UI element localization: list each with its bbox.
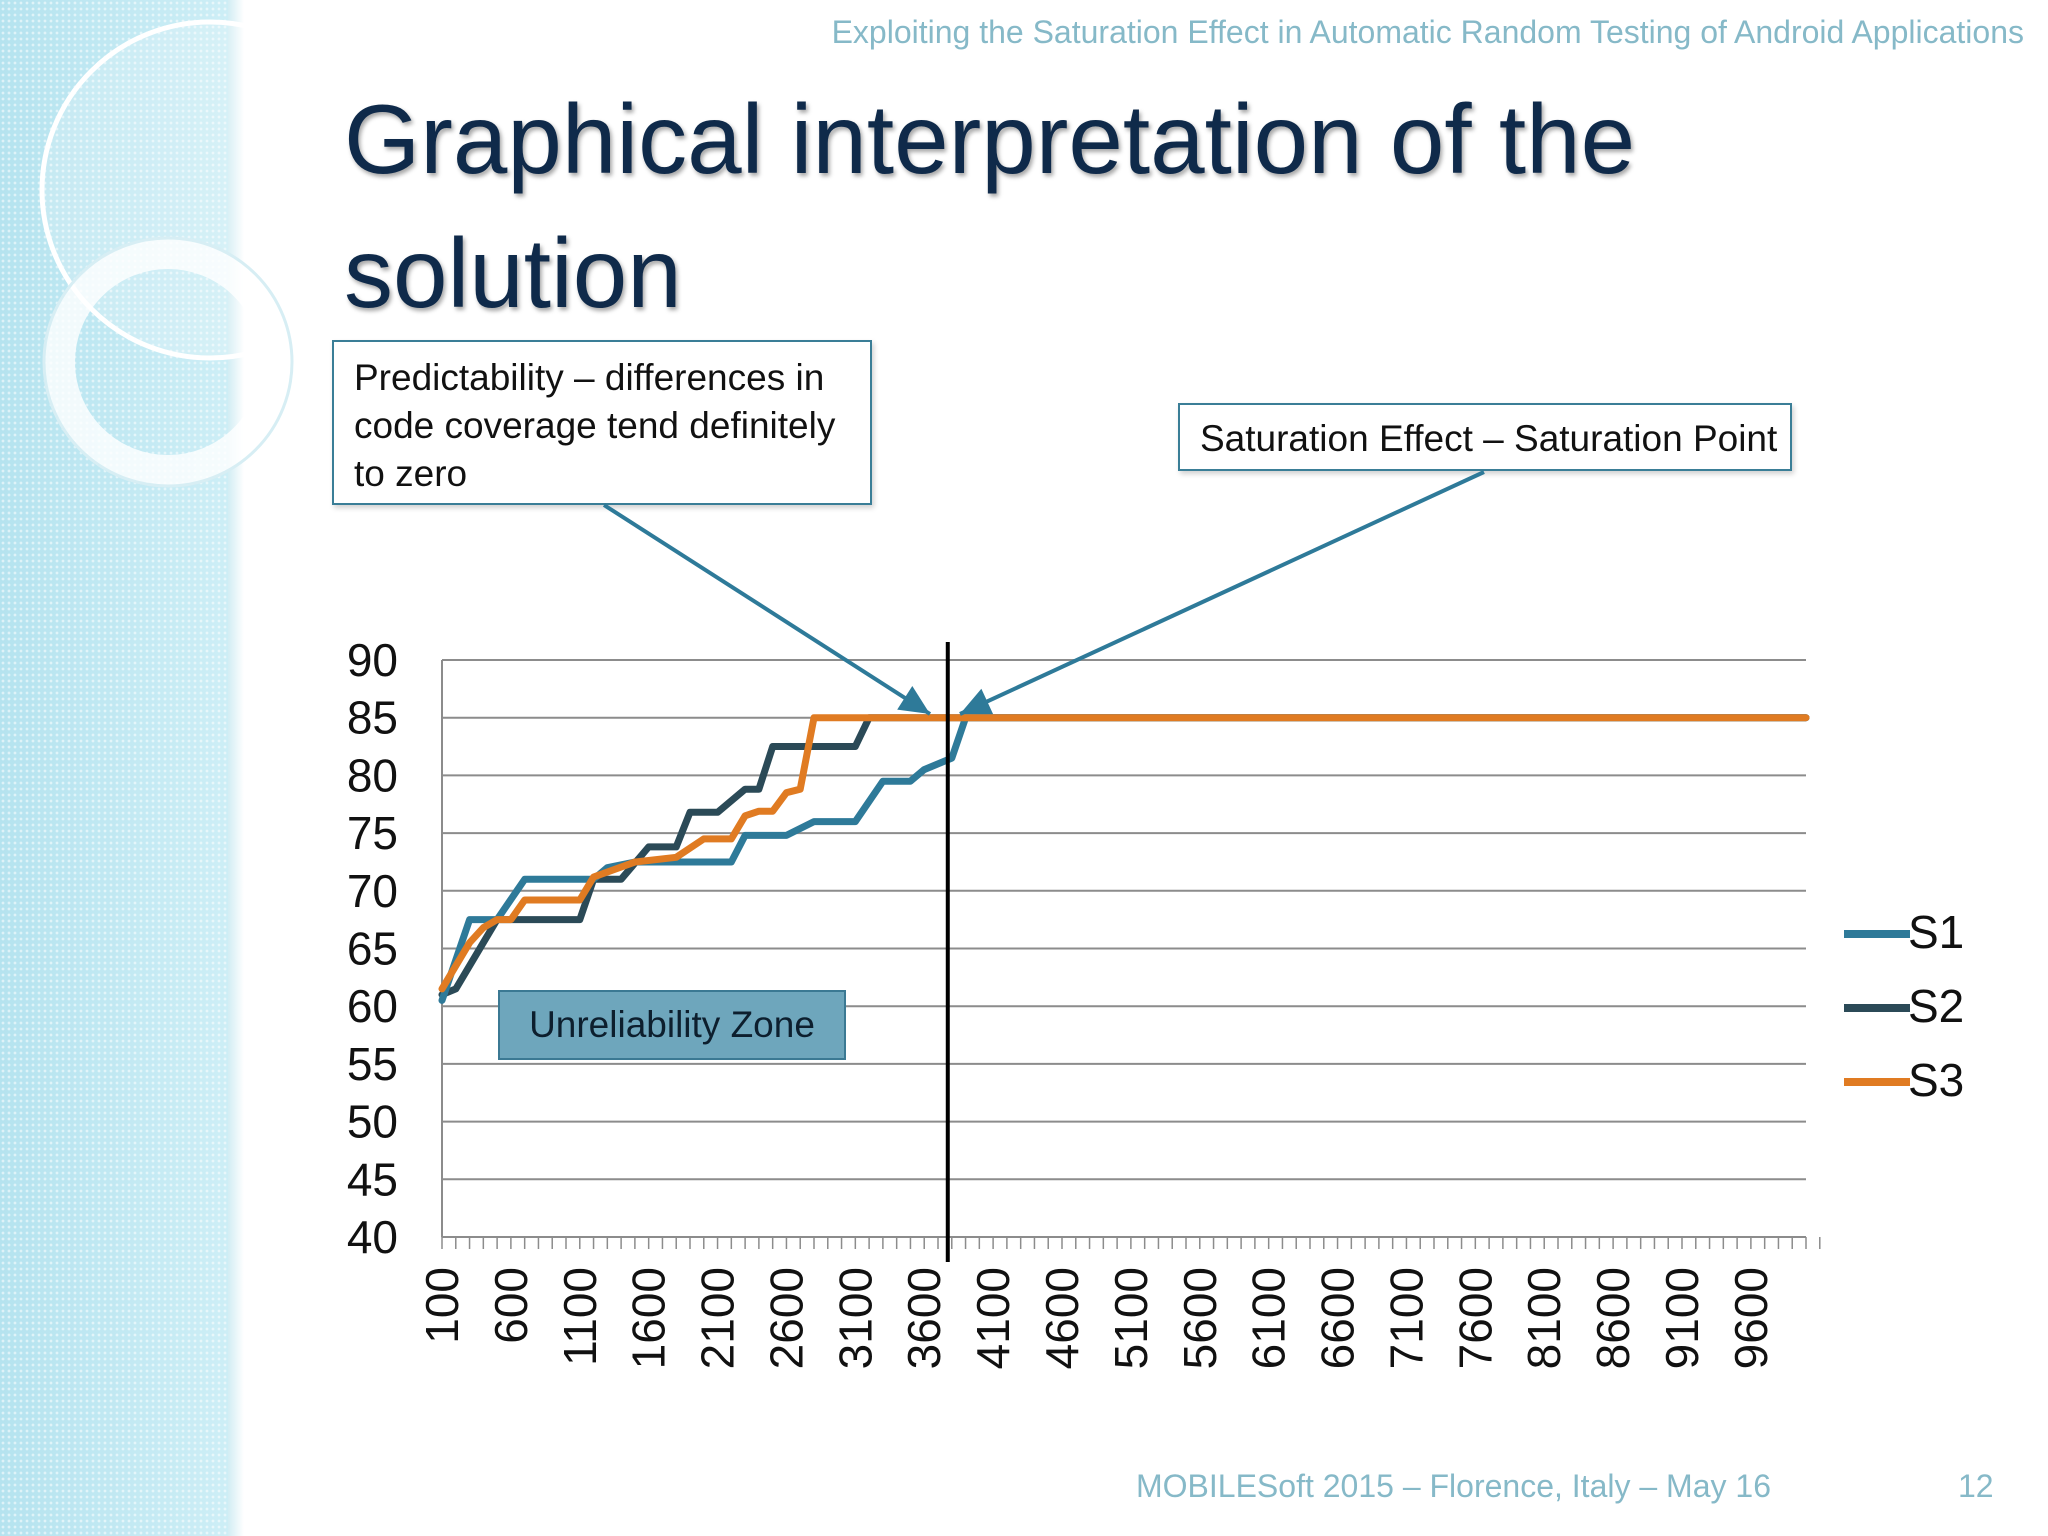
predictability-arrow-head bbox=[897, 686, 930, 714]
predictability-arrow bbox=[602, 503, 932, 716]
legend-swatch-s3 bbox=[1844, 1078, 1910, 1086]
page-number: 12 bbox=[1958, 1468, 1994, 1504]
x-tick-label: 4600 bbox=[1036, 1267, 1088, 1369]
y-tick-label: 40 bbox=[347, 1211, 398, 1263]
x-tick-label: 5100 bbox=[1105, 1267, 1157, 1369]
x-tick-label: 9600 bbox=[1725, 1267, 1777, 1369]
x-tick-label: 3100 bbox=[829, 1267, 881, 1369]
y-tick-label: 75 bbox=[347, 807, 398, 859]
legend-label-s2: S2 bbox=[1908, 980, 1965, 1032]
y-tick-label: 55 bbox=[347, 1038, 398, 1090]
series-s2-line bbox=[438, 714, 1810, 999]
y-tick-label: 85 bbox=[347, 692, 398, 744]
x-tick-label: 7100 bbox=[1380, 1267, 1432, 1369]
x-tick-label: 600 bbox=[485, 1267, 537, 1344]
legend-label-s3: S3 bbox=[1908, 1054, 1965, 1106]
legend-label-s1: S1 bbox=[1908, 906, 1965, 958]
y-tick-label: 70 bbox=[347, 865, 398, 917]
arrow-layer bbox=[602, 470, 1485, 716]
x-tick-label: 7600 bbox=[1449, 1267, 1501, 1369]
predictability-callout: Predictability – differences in code cov… bbox=[332, 340, 872, 505]
legend-swatch-s2 bbox=[1844, 1004, 1910, 1012]
x-tick-label: 2100 bbox=[692, 1267, 744, 1369]
grid-layer bbox=[442, 659, 1806, 1181]
thick-ring-outline bbox=[42, 236, 294, 488]
x-tick-label: 1600 bbox=[623, 1267, 675, 1369]
saturation-arrow bbox=[959, 470, 1485, 716]
x-tick-label: 100 bbox=[416, 1267, 468, 1344]
y-tick-label: 90 bbox=[347, 634, 398, 686]
x-tick-label: 8600 bbox=[1587, 1267, 1639, 1369]
y-tick-label: 80 bbox=[347, 749, 398, 801]
decorative-rings bbox=[39, 19, 381, 488]
x-tick-label: 2600 bbox=[760, 1267, 812, 1369]
x-tick-label: 8100 bbox=[1518, 1267, 1570, 1369]
legend-swatch-s1 bbox=[1844, 930, 1910, 938]
series-s1-line bbox=[438, 714, 1810, 1004]
x-tick-label: 9100 bbox=[1656, 1267, 1708, 1369]
running-title: Exploiting the Saturation Effect in Auto… bbox=[831, 14, 2024, 50]
y-tick-label: 50 bbox=[347, 1096, 398, 1148]
saturation-arrow-head bbox=[960, 688, 994, 715]
saturation-callout: Saturation Effect – Saturation Point bbox=[1178, 403, 1792, 471]
series-s3-line bbox=[438, 714, 1810, 993]
thick-ring bbox=[45, 239, 291, 485]
page-title: Graphical interpretation of the solution bbox=[344, 84, 1636, 328]
x-tick-label: 6100 bbox=[1243, 1267, 1295, 1369]
x-tick-label: 3600 bbox=[898, 1267, 950, 1369]
unreliability-zone-label: Unreliability Zone bbox=[498, 990, 846, 1060]
y-tick-label: 60 bbox=[347, 980, 398, 1032]
axis-layer bbox=[441, 660, 1821, 1249]
y-tick-label: 45 bbox=[347, 1153, 398, 1205]
x-tick-label: 5600 bbox=[1174, 1267, 1226, 1369]
y-tick-label: 65 bbox=[347, 923, 398, 975]
x-tick-label: 6600 bbox=[1312, 1267, 1364, 1369]
x-tick-label: 4100 bbox=[967, 1267, 1019, 1369]
x-tick-label: 1100 bbox=[554, 1267, 606, 1366]
footer-conference: MOBILESoft 2015 – Florence, Italy – May … bbox=[1136, 1468, 1771, 1504]
band-edge-shade bbox=[228, 0, 244, 1536]
series-layer bbox=[438, 714, 1810, 1004]
